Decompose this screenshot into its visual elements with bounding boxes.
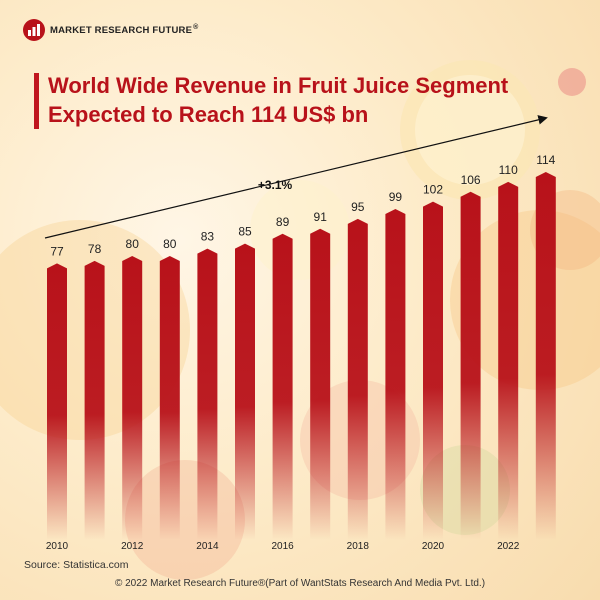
data-label-2018: 95 <box>351 200 365 214</box>
title-line-1: World Wide Revenue in Fruit Juice Segmen… <box>48 73 509 98</box>
data-label-2023: 114 <box>536 153 555 167</box>
data-label-2011: 78 <box>88 242 102 256</box>
title-line-2: Expected to Reach 114 US$ bn <box>48 102 369 127</box>
x-tick-label-2020: 2020 <box>422 541 445 552</box>
data-label-2012: 80 <box>126 237 140 251</box>
bar-2010 <box>47 263 67 540</box>
data-label-2017: 91 <box>314 210 328 224</box>
bar-2020 <box>423 201 443 540</box>
bar-2023 <box>535 172 556 540</box>
data-label-2016: 89 <box>276 215 290 229</box>
brand-name: MARKET RESEARCH FUTURE <box>50 24 193 36</box>
brand-registered-mark: ® <box>193 23 199 31</box>
trend-arrow <box>44 115 548 239</box>
x-tick-label-2014: 2014 <box>196 541 219 552</box>
data-label-2015: 85 <box>238 225 252 239</box>
brand-header: MARKET RESEARCH FUTURE ® <box>22 18 199 42</box>
bar-2016 <box>272 233 293 540</box>
bar-2022 <box>498 181 519 540</box>
bar-2014 <box>197 248 218 540</box>
bar-2015 <box>235 243 255 540</box>
x-tick-label-2012: 2012 <box>121 541 144 552</box>
bar-2019 <box>385 209 406 541</box>
data-label-2019: 99 <box>389 190 403 204</box>
bar-2013 <box>159 255 180 541</box>
data-label-2014: 83 <box>201 230 215 244</box>
brand-logo-icon <box>23 19 45 41</box>
data-label-2021: 106 <box>461 173 481 187</box>
data-label-2020: 102 <box>423 183 443 197</box>
bar-2018 <box>347 218 368 540</box>
copyright-note: © 2022 Market Research Future®(Part of W… <box>114 578 486 589</box>
bar-2012 <box>122 255 143 541</box>
data-label-2010: 77 <box>50 244 64 258</box>
title-accent-bar <box>34 73 39 129</box>
data-label-2013: 80 <box>163 237 177 251</box>
x-tick-label-2022: 2022 <box>497 541 520 552</box>
x-tick-label-2016: 2016 <box>271 541 294 552</box>
growth-annotation: +3.1% <box>258 178 293 192</box>
bar-2017 <box>310 228 331 540</box>
x-tick-label-2010: 2010 <box>46 541 69 552</box>
source-note: Source: Statistica.com <box>24 559 129 571</box>
x-tick-label-2018: 2018 <box>347 541 370 552</box>
data-label-2022: 110 <box>499 163 518 177</box>
bar-2021 <box>460 191 481 540</box>
page-title: World Wide Revenue in Fruit Juice Segmen… <box>48 71 568 129</box>
bar-2011 <box>84 260 105 540</box>
